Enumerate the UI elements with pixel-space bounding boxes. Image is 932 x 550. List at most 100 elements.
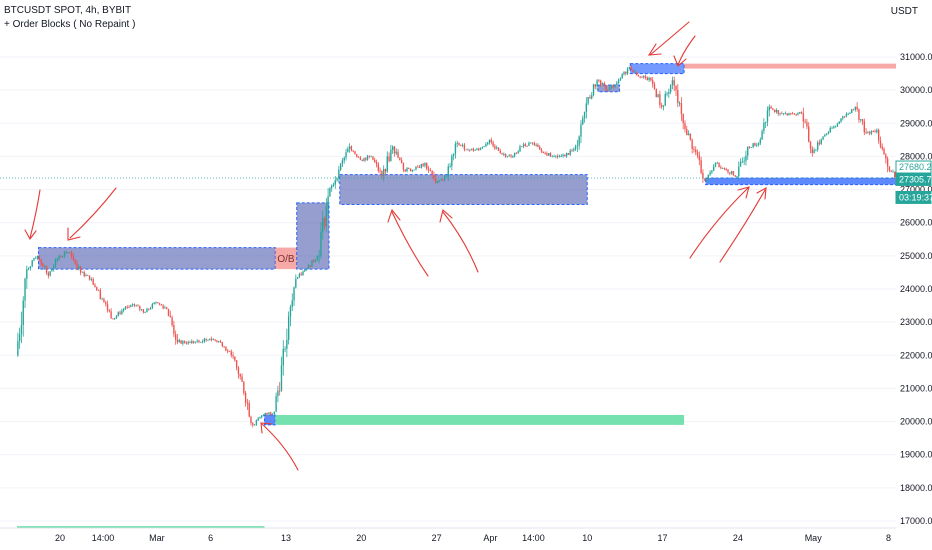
candle-body [275, 396, 277, 412]
candle-body [295, 279, 297, 288]
candle-body [648, 77, 650, 81]
candle-body [546, 153, 548, 156]
candle-body [736, 176, 738, 178]
candle-body [628, 66, 631, 69]
indicator-title[interactable]: + Order Blocks ( No Repaint ) [4, 19, 136, 30]
candle-body [205, 338, 207, 341]
candle-body [119, 312, 121, 314]
candle-body [890, 170, 892, 172]
last-price-tag: 27305.76 [899, 174, 932, 184]
candle-body [359, 157, 362, 160]
candle-body [255, 420, 258, 425]
candle-body [53, 266, 55, 270]
candle-body [191, 341, 193, 343]
candle-body [298, 273, 301, 278]
candle-body [854, 106, 857, 110]
candle-body [395, 151, 397, 154]
candle-body [476, 148, 478, 150]
candle-body [497, 147, 500, 151]
time-tick-label: 14:00 [92, 533, 115, 543]
candle-body [250, 416, 252, 424]
candle-body [151, 303, 154, 309]
candle-body [571, 150, 573, 152]
candle-body [329, 188, 331, 197]
candle-body [287, 316, 290, 340]
candle-body [153, 302, 155, 304]
candle-body [280, 365, 283, 391]
arrow-mar-10-head [260, 422, 273, 434]
candle-body [261, 415, 263, 418]
candle-body [617, 80, 620, 83]
candle-body [799, 112, 801, 114]
candle-body [268, 412, 270, 415]
time-axis[interactable]: 20 14:00 Mar 6 13 20 27 Apr 14:00 10 17 24 May 8 [0, 527, 896, 543]
candle-body [551, 156, 553, 158]
candle-body [379, 170, 381, 172]
symbol-title[interactable]: BTCUSDT SPOT, 4h, BYBIT [4, 5, 132, 16]
candle-body [558, 156, 561, 158]
price-tick-label: 30000.00 [900, 85, 932, 95]
candle-body [409, 168, 412, 172]
candle-body [440, 179, 442, 181]
candle-body [858, 109, 860, 120]
candle-body [223, 346, 225, 347]
candle-body [377, 164, 380, 171]
candle-body [621, 74, 623, 79]
candle-body [198, 340, 200, 343]
candle-body [296, 277, 299, 280]
candle-body [167, 308, 170, 316]
candle-body [574, 146, 577, 150]
candle-body [804, 121, 806, 123]
time-tick-label: 13 [281, 533, 291, 543]
candle-body [314, 259, 317, 262]
candle-body [730, 171, 733, 174]
candle-body [630, 66, 632, 70]
candle-body [840, 118, 842, 122]
candle-body [214, 339, 216, 341]
candle-body [698, 155, 701, 161]
candle-body [503, 154, 505, 155]
candle-body [660, 105, 663, 107]
candle-body [221, 342, 223, 347]
candle-body [404, 169, 406, 172]
candle-body [35, 257, 37, 259]
candle-body [680, 103, 683, 115]
candle-body [687, 133, 690, 136]
candle-body [271, 413, 274, 415]
candle-body [603, 83, 605, 86]
candle-body [445, 176, 448, 178]
candle-body [60, 255, 62, 257]
candle-body [470, 148, 473, 150]
candle-body [695, 149, 697, 153]
candle-body [720, 167, 722, 169]
candle-body [106, 303, 109, 311]
candle-body [770, 106, 772, 109]
candle-body [388, 156, 390, 162]
candle-body [485, 144, 487, 147]
candle-body [822, 136, 824, 140]
candle-body [872, 131, 874, 132]
time-tick-label: 24 [733, 533, 743, 543]
candle-body [350, 146, 353, 151]
price-axis[interactable]: 31000.00 30000.00 29000.00 28000.00 27000.00… [896, 0, 932, 550]
candle-body [815, 149, 817, 151]
candle-body [192, 341, 195, 343]
candle-body [454, 143, 457, 154]
candle-body [248, 402, 250, 417]
price-tick-label: 27000.00 [900, 185, 932, 195]
candle-body [241, 376, 243, 382]
candle-body [614, 84, 616, 87]
candle-body [433, 174, 435, 179]
candle-body [599, 80, 602, 86]
candle-body [336, 178, 338, 181]
candle-body [87, 275, 89, 276]
candle-body [689, 133, 692, 140]
time-tick-label: 6 [208, 533, 213, 543]
candle-body [646, 77, 649, 81]
candle-body [420, 163, 423, 168]
candle-body [741, 161, 744, 163]
candle-body [564, 154, 566, 157]
candle-body [201, 341, 204, 343]
